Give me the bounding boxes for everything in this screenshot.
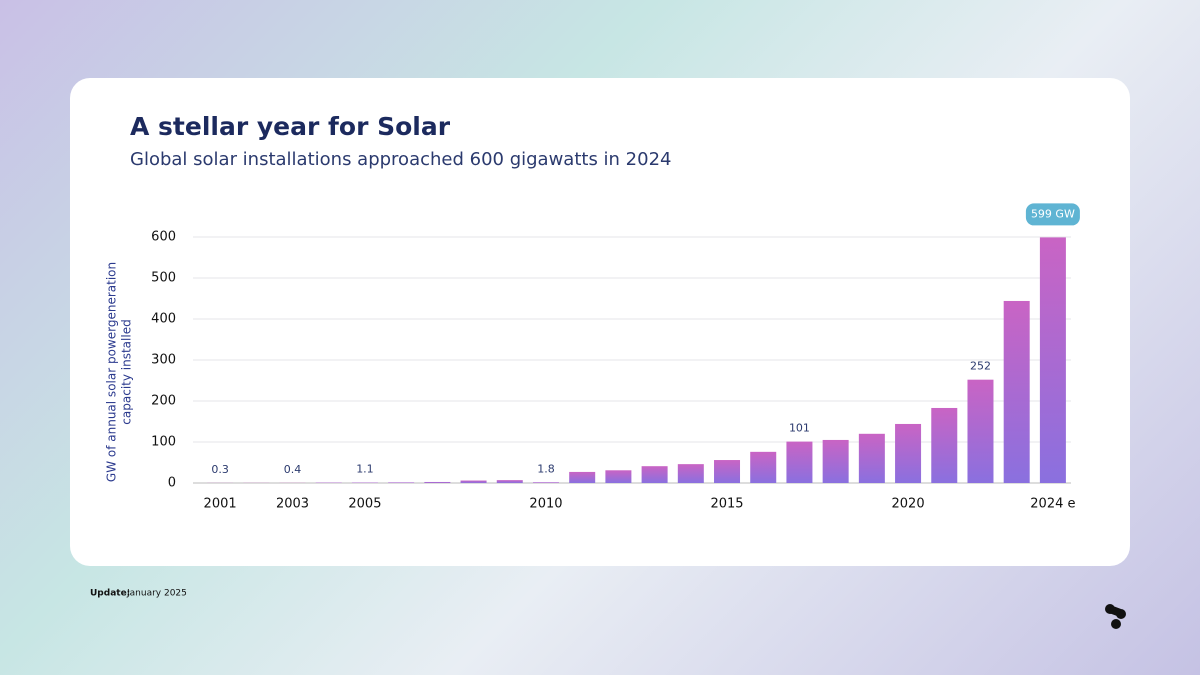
- x-tick-label: 2010: [529, 497, 562, 512]
- bar: [677, 464, 704, 483]
- bar: [714, 460, 741, 483]
- value-label: 1.1: [356, 463, 374, 476]
- footnote-label: Update:: [90, 589, 130, 599]
- y-tick-label: 100: [151, 435, 176, 450]
- bar: [1039, 237, 1066, 483]
- x-tick-label: 2001: [204, 497, 237, 512]
- chart-title: A stellar year for Solar: [130, 112, 451, 141]
- value-label: 0.4: [284, 463, 302, 476]
- bar: [496, 480, 523, 483]
- bar: [460, 480, 487, 483]
- y-tick-label: 0: [168, 476, 176, 491]
- x-tick-label: 2015: [710, 497, 743, 512]
- y-tick-label: 500: [151, 271, 176, 286]
- x-tick-label: 2005: [348, 497, 381, 512]
- bar: [388, 482, 415, 483]
- chart-subtitle: Global solar installations approached 60…: [130, 149, 672, 170]
- value-label: 252: [970, 360, 991, 373]
- y-tick-label: 300: [151, 353, 176, 368]
- bar: [641, 466, 668, 483]
- y-tick-label: 600: [151, 230, 176, 245]
- value-label: 1.8: [537, 462, 555, 475]
- value-label: 0.3: [211, 463, 229, 476]
- bar: [895, 423, 922, 483]
- bar: [858, 433, 885, 483]
- y-axis-label: GW of annual solar powergeneration: [105, 262, 119, 482]
- y-tick-label: 200: [151, 394, 176, 409]
- bar: [424, 481, 451, 483]
- y-axis-label: capacity installed: [120, 319, 134, 424]
- bar: [1003, 300, 1030, 483]
- bar: [786, 441, 813, 483]
- bar: [605, 470, 632, 483]
- bar: [532, 482, 559, 483]
- footnote: January 2025: [126, 589, 187, 599]
- bar: [569, 471, 596, 483]
- bar: [931, 407, 958, 483]
- bar: [750, 451, 777, 483]
- x-tick-label: 2003: [276, 497, 309, 512]
- logo: [1105, 604, 1126, 629]
- value-badge: [1025, 203, 1080, 226]
- y-tick-label: 400: [151, 312, 176, 327]
- bar: [822, 439, 849, 483]
- value-label: 599 GW: [1031, 207, 1075, 220]
- bar: [967, 379, 994, 483]
- x-tick-label: 2024 e: [1030, 497, 1075, 512]
- x-tick-label: 2020: [892, 497, 925, 512]
- value-label: 101: [789, 422, 810, 435]
